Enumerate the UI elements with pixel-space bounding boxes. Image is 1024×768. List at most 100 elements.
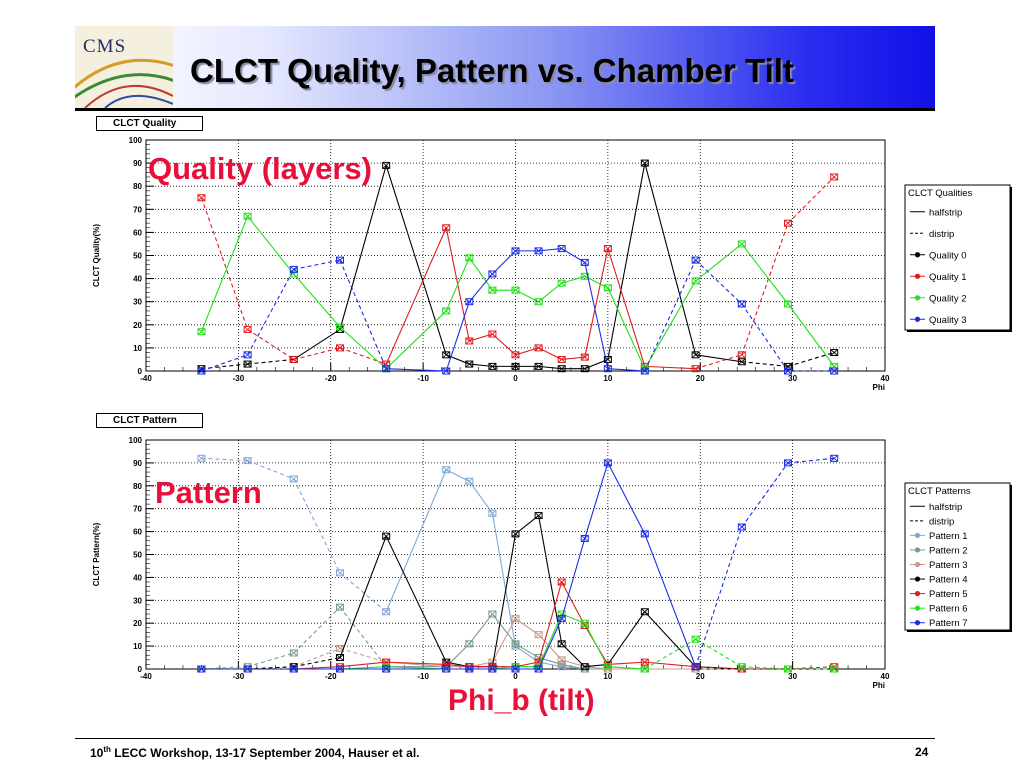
data-point-cross — [442, 367, 451, 375]
series-segment — [584, 462, 609, 539]
data-point-cross — [488, 610, 497, 618]
data-point-cross — [336, 603, 344, 611]
series-segment — [607, 162, 646, 360]
series-segment — [247, 460, 295, 480]
legend-swatch-marker — [914, 576, 921, 582]
data-point — [289, 665, 298, 673]
pattern-y-axis-label: CLCT Pattern(%) — [92, 522, 101, 586]
series-segment — [339, 165, 387, 330]
data-point — [557, 365, 566, 373]
legend-swatch-marker — [914, 316, 921, 322]
series-segment — [538, 581, 563, 663]
data-point — [737, 358, 746, 366]
series-segment — [741, 666, 789, 670]
title-band — [75, 26, 935, 108]
footer-ordinal: 10 — [90, 746, 104, 760]
cms-logo: CMS — [75, 26, 173, 108]
quality-y-axis-label: CLCT Quality(%) — [92, 224, 101, 287]
data-point — [511, 247, 520, 255]
series-segment — [339, 647, 387, 663]
legend-entry: Pattern 7 — [929, 618, 968, 629]
data-point-cross — [784, 459, 792, 467]
data-point-cross — [830, 173, 838, 181]
legend-title: CLCT Qualities — [908, 188, 972, 199]
quality-y-tick-label: 70 — [133, 205, 142, 214]
data-point — [335, 654, 344, 662]
data-point-cross — [336, 326, 344, 333]
data-point — [382, 532, 391, 540]
data-point — [830, 173, 839, 181]
data-point-cross — [488, 270, 497, 278]
data-point — [382, 608, 391, 616]
data-point — [737, 523, 746, 531]
page-number: 24 — [915, 745, 929, 759]
data-point-cross — [738, 523, 746, 531]
data-point-cross — [580, 365, 589, 373]
series-segment — [607, 368, 645, 372]
data-point — [382, 360, 391, 368]
data-point-cross — [557, 365, 566, 373]
data-point — [289, 475, 298, 483]
data-point — [534, 247, 543, 255]
pattern-x-tick-label: -10 — [417, 672, 429, 681]
data-point — [830, 665, 839, 673]
data-point-cross — [511, 530, 520, 538]
data-point — [640, 658, 649, 666]
series-segment — [787, 351, 835, 367]
pattern-x-tick-label: 30 — [788, 672, 797, 681]
data-point-cross — [336, 344, 344, 352]
series-segment — [584, 262, 609, 369]
legend-title: CLCT Patterns — [908, 486, 971, 497]
data-point-cross — [580, 663, 589, 671]
data-point-cross — [243, 457, 252, 464]
data-point-cross — [465, 665, 474, 673]
data-point-cross — [580, 353, 589, 361]
data-point-cross — [641, 665, 649, 673]
data-point — [511, 530, 520, 538]
series-segment — [695, 354, 742, 370]
data-point-cross — [488, 363, 497, 370]
data-point-cross — [290, 356, 298, 363]
pattern-x-tick-label: -20 — [325, 672, 337, 681]
quality-x-tick-label: 20 — [696, 374, 705, 383]
pattern-x-tick-label: 20 — [696, 672, 705, 681]
data-point-cross — [382, 532, 390, 540]
data-point — [289, 355, 298, 363]
data-point-cross — [465, 360, 474, 368]
data-point-cross — [604, 663, 612, 671]
series-segment — [644, 661, 696, 668]
data-point — [511, 665, 520, 673]
data-point-cross — [784, 219, 792, 227]
pattern-panel-title: CLCT Pattern — [96, 413, 203, 428]
data-point — [534, 665, 543, 673]
data-point — [511, 640, 520, 648]
data-point-cross — [197, 328, 206, 336]
series-segment — [491, 613, 516, 645]
data-point — [640, 367, 649, 375]
data-point — [335, 323, 344, 331]
series-segment — [561, 643, 586, 668]
data-point — [784, 665, 793, 673]
data-point-cross — [604, 365, 612, 373]
data-point — [382, 665, 391, 673]
data-point — [830, 367, 839, 375]
series-segment — [385, 165, 447, 355]
data-point — [243, 212, 252, 220]
data-point-cross — [534, 665, 543, 673]
data-point — [557, 660, 566, 668]
data-point — [465, 665, 474, 673]
data-point-cross — [557, 578, 566, 586]
series-segment — [201, 354, 248, 372]
data-point — [511, 615, 520, 623]
data-point — [557, 245, 566, 253]
quality-y-tick-label: 20 — [133, 321, 142, 330]
series-segment — [293, 606, 341, 654]
data-point-cross — [830, 367, 838, 375]
pattern-series-7 — [197, 454, 839, 673]
quality-y-tick-label: 0 — [138, 367, 143, 376]
quality-panel-title: CLCT Quality — [96, 116, 203, 131]
data-point — [557, 615, 566, 623]
series-segment — [695, 354, 742, 363]
data-point — [335, 603, 344, 611]
data-point-cross — [534, 344, 543, 352]
